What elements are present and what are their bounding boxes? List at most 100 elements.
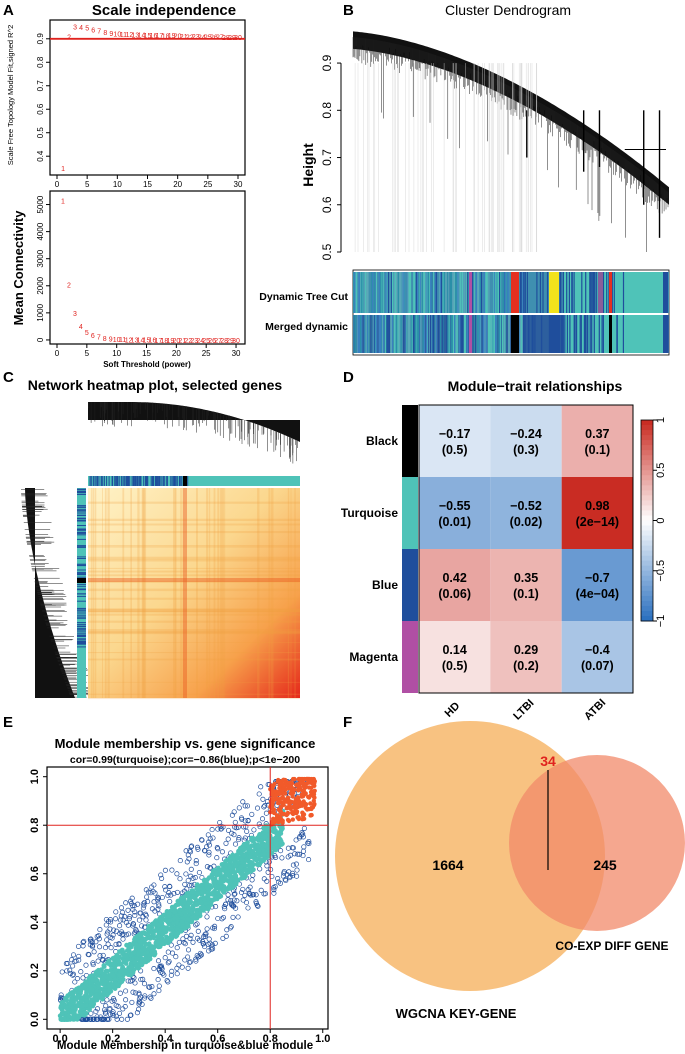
c-leftbar-stripe (77, 600, 86, 602)
panel-f-venn: 34 1664 245 WGCNA KEY-GENE CO-EXP DIFF G… (335, 721, 685, 1021)
b-bar-end-module (663, 315, 668, 353)
e-point-blue (146, 984, 152, 990)
b-bar-stripe (493, 315, 495, 353)
b-bar-stripe (402, 272, 404, 313)
e-point-blue (155, 977, 161, 983)
e-point-blue (138, 976, 144, 983)
c-heatmap-stripe (88, 556, 300, 559)
e-point-blue (228, 924, 234, 930)
e-point-turquoise (247, 866, 253, 872)
e-point-blue (120, 1006, 126, 1012)
e-point-turquoise (201, 905, 206, 911)
b-bar-stripe (519, 272, 522, 313)
e-point-turquoise (144, 950, 150, 955)
c-leftbar-stripe (77, 519, 86, 521)
e-point-blue (59, 969, 65, 975)
c-heatmap-stripe (88, 608, 300, 612)
c-heatmap-stripe (294, 488, 296, 698)
b-bar-magenta-module (469, 272, 472, 313)
d-colorbar-segment (641, 510, 653, 516)
d-colorbar-segment (641, 445, 653, 451)
e-point-turquoise (84, 983, 89, 989)
e-point-turquoise (249, 835, 254, 841)
d-row-color-swatch (402, 621, 418, 693)
a1-ytick-label: 0.8 (36, 56, 45, 68)
e-point-turquoise (266, 853, 272, 859)
e-point-blue (112, 916, 119, 922)
b-bar-stripe (396, 315, 398, 353)
c-topbar-stripe (139, 476, 141, 486)
e-point-blue (123, 900, 129, 906)
e-point-red (285, 811, 290, 817)
b-bar-stripe (429, 315, 432, 353)
e-point-turquoise (68, 998, 74, 1004)
b-bar-stripe (360, 272, 362, 313)
b-bar-stripe (541, 315, 543, 353)
c-leftbar-stripe (77, 643, 86, 645)
e-point-red (307, 785, 312, 790)
e-point-blue (136, 917, 142, 923)
c-topbar-stripe (117, 476, 119, 486)
b-bar-stripe (561, 315, 564, 353)
d-cell-pvalue: (0.06) (438, 587, 471, 601)
d-colorbar-tick-label: 0 (655, 517, 667, 523)
b-bar-stripe (398, 272, 400, 313)
b-bar-stripe (562, 315, 564, 353)
a2-ytick-label: 4000 (36, 222, 45, 240)
e-point-red (290, 776, 296, 782)
c-left-dendro-shape (25, 488, 75, 698)
e-point-turquoise (97, 969, 102, 975)
b-bar-stripe (397, 315, 399, 353)
c-topbar-stripe (161, 476, 163, 486)
a2-xtick-label: 15 (142, 349, 151, 358)
a1-point-label: 15 (144, 33, 152, 40)
e-point-blue (133, 927, 139, 933)
e-point-blue (69, 957, 75, 963)
b-bar-stripe (566, 272, 568, 313)
e-point-blue (108, 919, 114, 925)
b-bar-stripe (448, 315, 450, 353)
e-point-blue (116, 941, 122, 948)
e-point-red (290, 811, 296, 817)
e-point-turquoise (122, 967, 127, 973)
e-point-turquoise (261, 825, 266, 831)
panel-label-c: C (3, 369, 14, 386)
e-point-blue (141, 995, 148, 1001)
c-heatmap-stripe (88, 620, 300, 623)
e-point-blue (250, 872, 256, 878)
b-bar-stripe (418, 272, 420, 313)
e-point-blue (107, 1006, 113, 1013)
e-point-turquoise (101, 971, 107, 977)
b-bar-stripe (429, 315, 430, 353)
e-point-blue (231, 832, 237, 838)
c-leftbar-stripe (77, 558, 86, 559)
c-heatmap-stripe (88, 558, 300, 560)
e-xtick-label: 0.0 (52, 1033, 67, 1045)
e-point-turquoise (227, 859, 233, 864)
c-topbar-stripe (181, 476, 183, 486)
e-point-turquoise (152, 951, 157, 956)
e-point-blue (234, 898, 240, 904)
a2-point-label: 14 (137, 338, 145, 345)
e-point-turquoise (234, 877, 240, 883)
e-point-turquoise (84, 997, 90, 1002)
e-point-blue (163, 887, 169, 893)
b-bar-stripe (560, 272, 562, 313)
d-cell-value: 0.98 (585, 499, 609, 513)
b-bar-purple-module (598, 272, 603, 313)
e-point-blue (195, 928, 201, 934)
b-bar-stripe (598, 315, 600, 353)
e-point-turquoise (185, 917, 191, 922)
e-point-blue (295, 851, 301, 857)
e-point-blue (261, 804, 267, 810)
e-point-turquoise (262, 834, 268, 840)
e-point-blue (264, 863, 270, 869)
c-heatmap-stripe (88, 580, 300, 583)
e-point-blue (137, 999, 143, 1005)
e-point-blue (123, 988, 129, 994)
e-point-blue (215, 826, 221, 832)
c-leftbar-stripe (77, 518, 86, 520)
b-bar-stripe (569, 315, 571, 353)
e-point-blue (125, 907, 131, 913)
e-point-blue (105, 941, 111, 947)
